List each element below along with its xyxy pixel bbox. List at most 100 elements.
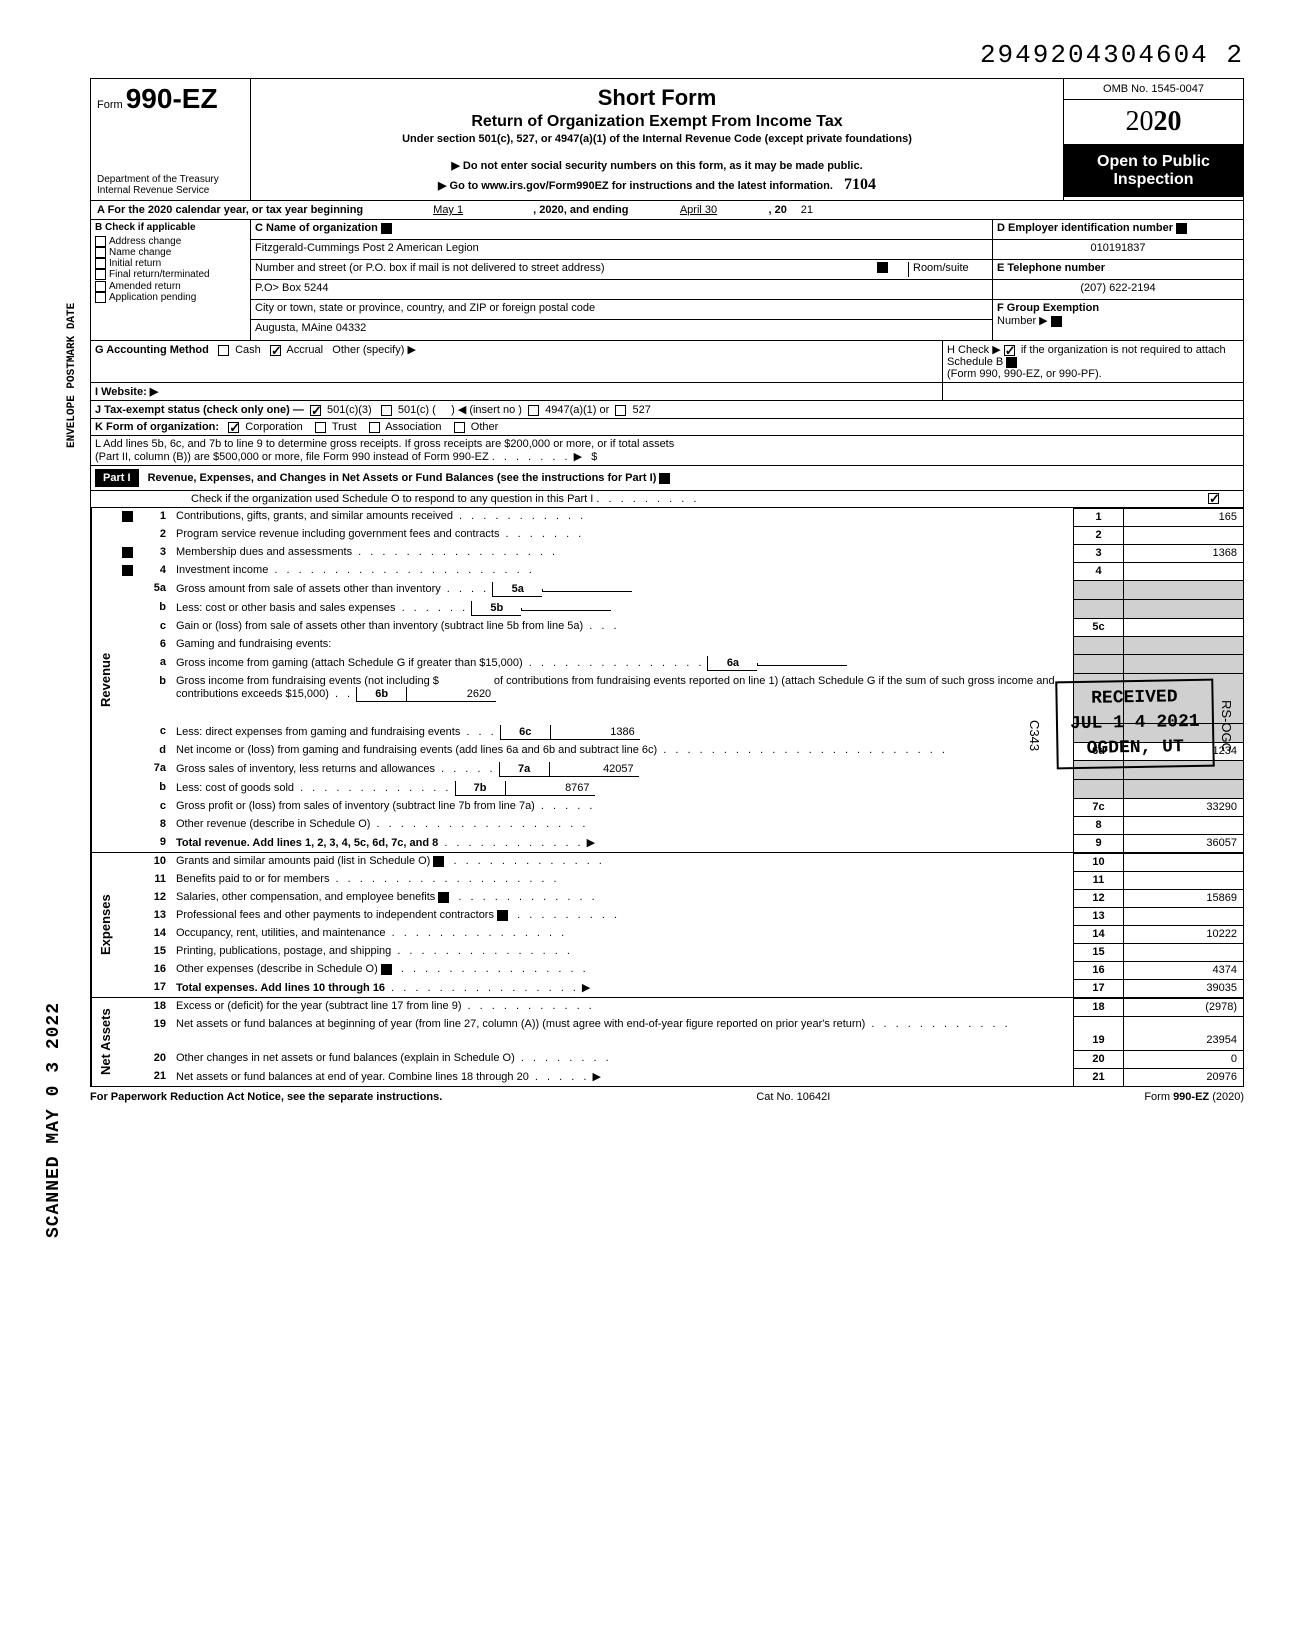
form-number: 990-EZ	[126, 83, 218, 114]
line-14-amt: 10222	[1123, 925, 1243, 943]
checkbox-corp[interactable]	[228, 422, 239, 433]
title-short-form: Short Form	[261, 85, 1053, 111]
line-7b-iamt: 8767	[505, 781, 595, 796]
line-7a-text: Gross sales of inventory, less returns a…	[176, 763, 435, 775]
g-other: Other (specify) ▶	[332, 344, 416, 356]
line-16-text: Other expenses (describe in Schedule O)	[176, 963, 378, 975]
irs-label: Internal Revenue Service	[97, 185, 244, 196]
city-label: City or town, state or province, country…	[251, 300, 992, 320]
line-9-box: 9	[1073, 834, 1123, 852]
line-a-text: A For the 2020 calendar year, or tax yea…	[97, 204, 363, 216]
tax-year-end-yy[interactable]: 21	[787, 204, 827, 216]
line-19-amt: 23954	[1123, 1016, 1243, 1050]
line-16-num: 16	[136, 961, 172, 979]
line-2-num: 2	[136, 526, 172, 544]
checkbox-527[interactable]	[615, 405, 626, 416]
line-18-amt: (2978)	[1123, 998, 1243, 1016]
k-corp: Corporation	[245, 421, 302, 433]
line-14-box: 14	[1073, 925, 1123, 943]
help-icon	[1176, 223, 1187, 234]
title-section: Under section 501(c), 527, or 4947(a)(1)…	[261, 133, 1053, 145]
checkbox-trust[interactable]	[315, 422, 326, 433]
line-6a-grayamt	[1123, 654, 1243, 673]
section-c-label: C Name of organization	[255, 222, 378, 234]
line-6b-text1: Gross income from fundraising events (no…	[176, 675, 439, 687]
help-icon	[438, 892, 449, 903]
line-10-text: Grants and similar amounts paid (list in…	[176, 855, 430, 867]
checkbox-schedule-b[interactable]	[1004, 345, 1015, 356]
section-d-label: D Employer identification number	[997, 222, 1173, 234]
section-l-text1: L Add lines 5b, 6c, and 7b to line 9 to …	[95, 438, 674, 450]
line-7b-ibox: 7b	[455, 781, 505, 796]
part-1-check-text: Check if the organization used Schedule …	[191, 493, 593, 505]
checkbox-address-change[interactable]	[95, 236, 106, 247]
line-7a-iamt: 42057	[549, 762, 639, 777]
line-3-text: Membership dues and assessments	[176, 546, 352, 558]
line-5a-text: Gross amount from sale of assets other t…	[176, 583, 441, 595]
row-l: L Add lines 5b, 6c, and 7b to line 9 to …	[90, 436, 1244, 466]
line-7b-text: Less: cost of goods sold	[176, 782, 294, 794]
line-8-box: 8	[1073, 816, 1123, 834]
row-g-h: G Accounting Method Cash Accrual Other (…	[90, 341, 1244, 383]
help-icon	[659, 473, 670, 484]
checkbox-amended[interactable]	[95, 281, 106, 292]
line-20-amt: 0	[1123, 1050, 1243, 1068]
line-10-num: 10	[136, 853, 172, 871]
help-icon	[497, 910, 508, 921]
l-arrow: ▶	[574, 451, 582, 463]
line-17-text: Total expenses. Add lines 10 through 16	[176, 982, 385, 994]
side-label-revenue: Revenue	[91, 508, 119, 852]
hand-annotation: 7104	[844, 176, 876, 193]
expenses-section: Expenses 10Grants and similar amounts pa…	[90, 853, 1244, 998]
b-item-0: Address change	[109, 236, 181, 247]
b-item-4: Amended return	[109, 281, 181, 292]
checkbox-501c3[interactable]	[310, 405, 321, 416]
line-3-amt: 1368	[1123, 544, 1243, 562]
checkbox-schedule-o[interactable]	[1208, 493, 1219, 504]
help-icon	[1006, 357, 1017, 368]
line-7c-text: Gross profit or (loss) from sales of inv…	[176, 800, 535, 812]
line-7c-box: 7c	[1073, 798, 1123, 816]
checkbox-501c[interactable]	[381, 405, 392, 416]
line-4-box: 4	[1073, 562, 1123, 580]
line-21-amt: 20976	[1123, 1068, 1243, 1086]
line-4-num: 4	[136, 562, 172, 580]
tax-year-end-month[interactable]: April 30	[629, 204, 769, 216]
line-20-text: Other changes in net assets or fund bala…	[176, 1052, 515, 1064]
year-prefix: 20	[1126, 106, 1154, 137]
checkbox-4947[interactable]	[528, 405, 539, 416]
year-value: 20	[1154, 106, 1182, 137]
line-7c-num: c	[136, 798, 172, 816]
line-8-num: 8	[136, 816, 172, 834]
line-20-num: 20	[136, 1050, 172, 1068]
checkbox-cash[interactable]	[218, 345, 229, 356]
checkbox-app-pending[interactable]	[95, 292, 106, 303]
line-5a-iamt	[542, 589, 632, 592]
line-5c-text: Gain or (loss) from sale of assets other…	[176, 620, 583, 632]
line-7b-grayamt	[1123, 779, 1243, 798]
line-5a-grayamt	[1123, 580, 1243, 599]
checkbox-name-change[interactable]	[95, 247, 106, 258]
line-1-amt: 165	[1123, 508, 1243, 526]
line-5b-graybox	[1073, 599, 1123, 618]
line-6d-text: Net income or (loss) from gaming and fun…	[176, 744, 657, 756]
line-17-amt: 39035	[1123, 979, 1243, 997]
section-h-text1: H Check ▶	[947, 344, 1001, 356]
checkbox-accrual[interactable]	[270, 345, 281, 356]
tax-year-begin[interactable]: May 1	[363, 204, 533, 216]
line-6a-ibox: 6a	[707, 656, 757, 671]
scanned-stamp: SCANNED MAY 0 3 2022	[40, 990, 68, 1250]
line-2-box: 2	[1073, 526, 1123, 544]
help-icon	[122, 547, 133, 558]
checkbox-other[interactable]	[454, 422, 465, 433]
checkbox-final-return[interactable]	[95, 269, 106, 280]
line-9-amt: 36057	[1123, 834, 1243, 852]
help-icon	[433, 856, 444, 867]
line-6b-num: b	[136, 673, 172, 723]
checkbox-initial-return[interactable]	[95, 258, 106, 269]
checkbox-assoc[interactable]	[369, 422, 380, 433]
line-19-num: 19	[136, 1016, 172, 1050]
line-5b-grayamt	[1123, 599, 1243, 618]
footer-form-prefix: Form	[1144, 1091, 1173, 1103]
b-item-2: Initial return	[109, 258, 161, 269]
